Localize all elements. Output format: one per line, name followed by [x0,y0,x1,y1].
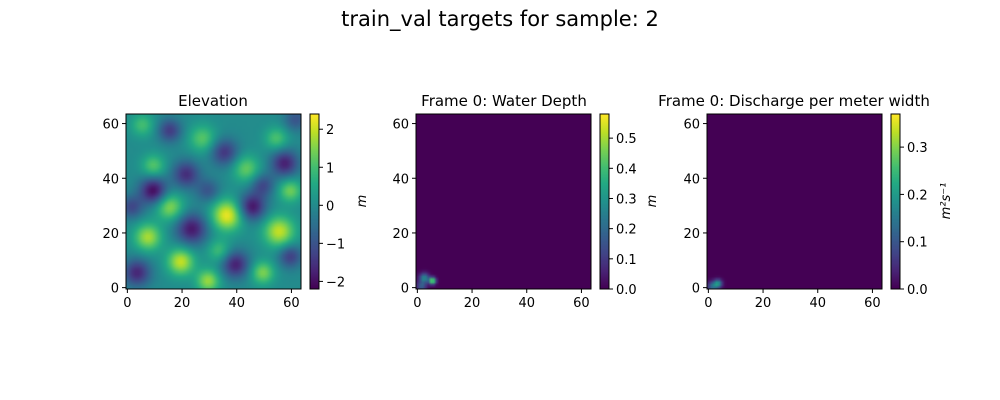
water-depth-colorbar-label: m [645,195,660,208]
discharge-ytick-label: 0 [692,282,700,297]
water-depth-ytick-label: 60 [392,118,409,133]
figure-suptitle: train_val targets for sample: 2 [341,7,659,32]
elevation-xtick-label: 20 [174,296,191,311]
water-depth-axes-frame [415,113,592,290]
discharge-xtick-label: 60 [864,296,881,311]
discharge-title: Frame 0: Discharge per meter width [658,92,930,110]
water-depth-xtick-label: 0 [413,296,421,311]
discharge-xtick-label: 40 [809,296,826,311]
water-depth-ytick-label: 0 [401,282,409,297]
water-depth-colorbar-tick-label: 0.4 [616,162,637,177]
discharge-ytick-label: 40 [683,172,700,187]
elevation-colorbar-tick-label: −2 [326,275,345,290]
discharge-xtick-label: 20 [755,296,772,311]
elevation-colorbar-tick-label: −1 [326,237,345,252]
water-depth-ytick-label: 40 [392,172,409,187]
elevation-colorbar [310,114,319,289]
discharge-heatmap [707,114,882,289]
discharge-ytick-label: 20 [683,227,700,242]
water-depth-colorbar-tick-label: 0.3 [616,192,637,207]
elevation-ytick-label: 0 [111,282,119,297]
elevation-axes-frame [125,113,302,290]
discharge-xtick-label: 0 [704,296,712,311]
elevation-ytick-label: 40 [102,172,119,187]
elevation-colorbar-tick-label: 0 [326,199,334,214]
water-depth-xtick-label: 20 [464,296,481,311]
discharge-colorbar-label: m²s⁻¹ [939,183,954,220]
elevation-heatmap [126,114,301,289]
discharge-colorbar-tick-label: 0.0 [907,283,928,298]
water-depth-colorbar-tick-label: 0.1 [616,253,637,268]
discharge-panel: Frame 0: Discharge per meter width m²s⁻¹… [658,92,954,311]
water-depth-xtick-label: 40 [518,296,535,311]
discharge-colorbar [891,114,900,289]
water-depth-heatmap [416,114,591,289]
discharge-colorbar-tick-label: 0.3 [907,141,928,156]
elevation-xtick-label: 0 [123,296,131,311]
water-depth-colorbar-tick-label: 0.5 [616,132,637,147]
water-depth-colorbar-tick-label: 0.2 [616,223,637,238]
water-depth-title: Frame 0: Water Depth [421,92,587,110]
elevation-ytick-label: 60 [102,118,119,133]
discharge-colorbar-tick-label: 0.2 [907,188,928,203]
water-depth-colorbar [600,114,609,289]
elevation-colorbar-tick-label: 2 [326,123,334,138]
elevation-colorbar-label: m [355,195,370,208]
elevation-colorbar-tick-label: 1 [326,161,334,176]
water-depth-ytick-label: 20 [392,227,409,242]
discharge-ytick-label: 60 [683,118,700,133]
discharge-colorbar-tick-label: 0.1 [907,236,928,251]
water-depth-colorbar-frame [599,113,610,290]
discharge-colorbar-frame [890,113,901,290]
water-depth-panel: Frame 0: Water Depth m 0 20 40 60 0 20 40 60 0.0… [392,92,660,311]
elevation-xtick-label: 40 [228,296,245,311]
water-depth-xtick-label: 60 [573,296,590,311]
elevation-title: Elevation [178,92,248,110]
elevation-colorbar-frame [309,113,320,290]
elevation-xtick-label: 60 [283,296,300,311]
elevation-panel: Elevation m 0 20 40 60 0 20 40 60 −2 −1 0 1 2 [102,92,370,311]
water-depth-colorbar-tick-label: 0.0 [616,283,637,298]
elevation-ytick-label: 20 [102,227,119,242]
discharge-axes-frame [706,113,883,290]
